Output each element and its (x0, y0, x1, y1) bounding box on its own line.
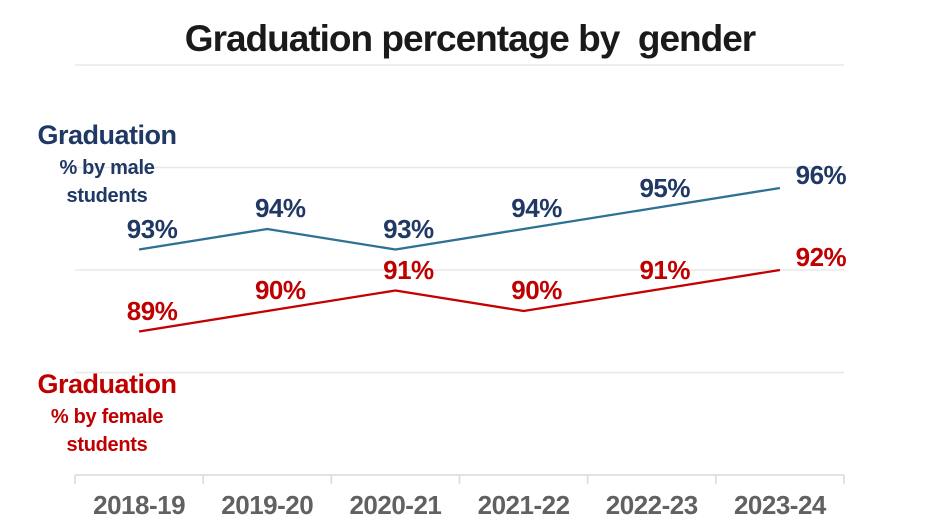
female-series-annotation-line3: students (66, 434, 148, 456)
male-point-label-2020-21: 93% (383, 213, 434, 244)
chart-title: Graduation percentage by gender (184, 18, 756, 59)
female-series-line (138, 268, 781, 333)
female-series-annotation: Graduation % by female students (18, 371, 196, 463)
female-point-label-2022-23: 91% (639, 254, 691, 285)
male-series-annotation-line2: % by male (59, 157, 155, 179)
male-series-annotation-line3: students (66, 185, 148, 207)
male-point-label-2022-23: 95% (639, 172, 691, 203)
female-point-label-2020-21: 91% (383, 254, 434, 285)
x-axis-label-2023-24: 2023-24 (733, 490, 826, 520)
male-point-label-2021-22: 94% (511, 193, 562, 223)
female-point-label-2021-22: 90% (511, 275, 562, 305)
male-point-label-2023-24: 96% (795, 160, 847, 190)
male-point-label-2018-19: 93% (126, 213, 178, 244)
female-series-annotation-line1: Graduation (37, 369, 177, 399)
male-series-annotation: Graduation % by male students (18, 122, 196, 214)
x-axis-label-2018-19: 2018-19 (93, 490, 186, 520)
male-series-annotation-line1: Graduation (37, 120, 177, 150)
female-point-label-2019-20: 90% (254, 275, 306, 305)
x-axis-label-2020-21: 2020-21 (349, 490, 442, 520)
female-series-annotation-line2: % by female (50, 406, 164, 428)
male-series-line (138, 186, 781, 251)
x-axis-label-2021-22: 2021-22 (477, 490, 570, 520)
female-point-label-2018-19: 89% (126, 295, 178, 326)
female-point-label-2023-24: 92% (795, 242, 847, 272)
x-axis-label-2019-20: 2019-20 (221, 490, 314, 520)
male-point-label-2019-20: 94% (254, 193, 306, 223)
x-axis-label-2022-23: 2022-23 (605, 490, 698, 520)
